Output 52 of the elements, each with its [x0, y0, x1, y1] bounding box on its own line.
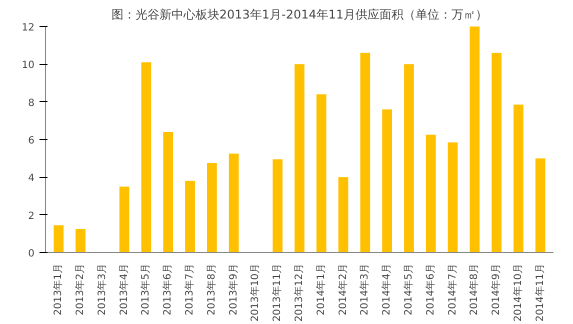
y-tick-label: 2	[28, 210, 35, 222]
bar	[54, 225, 64, 252]
x-tick-label: 2014年7月	[446, 264, 458, 316]
x-tick-label: 2013年10月	[249, 263, 262, 322]
x-tick-label: 2013年1月	[52, 264, 64, 316]
x-tick-label: 2014年11月	[534, 263, 546, 322]
x-tick-label: 2014年3月	[358, 264, 371, 316]
x-tick-label: 2013年6月	[162, 264, 174, 316]
bar	[360, 52, 370, 252]
x-tick-label: 2013年7月	[184, 264, 196, 316]
bar	[470, 26, 480, 252]
bar	[185, 180, 195, 252]
bar	[514, 104, 524, 252]
bar	[316, 94, 326, 252]
bar	[119, 186, 130, 252]
x-tick-label: 2014年5月	[402, 264, 414, 316]
bar	[535, 158, 546, 252]
x-tick-label: 2013年9月	[227, 264, 240, 316]
x-tick-label: 2014年4月	[380, 264, 393, 316]
y-tick-label: 10	[22, 60, 35, 72]
x-tick-label: 2013年3月	[96, 264, 108, 316]
x-tick-label: 2014年1月	[314, 264, 327, 316]
x-tick-label: 2014年9月	[490, 264, 502, 316]
chart-title: 图：光谷新中心板块2013年1月-2014年11月供应面积（单位：万㎡）	[111, 8, 488, 22]
bar	[141, 62, 152, 252]
bar	[272, 159, 283, 252]
y-tick-label: 8	[28, 98, 35, 109]
x-tick-label: 2014年8月	[468, 264, 480, 316]
bar	[382, 109, 392, 252]
bar	[338, 177, 348, 252]
bar	[294, 64, 304, 252]
bar	[448, 142, 458, 252]
x-tick-label: 2014年10月	[512, 263, 524, 322]
x-tick-label: 2014年6月	[424, 264, 436, 316]
bar	[228, 154, 239, 252]
y-tick-label: 12	[22, 22, 35, 34]
bar	[426, 134, 436, 252]
bar	[492, 52, 502, 252]
x-tick-label: 2013年11月	[271, 263, 284, 322]
y-tick-label: 4	[28, 173, 35, 184]
x-tick-label: 2013年8月	[205, 264, 218, 316]
y-tick-label: 6	[28, 136, 35, 146]
x-tick-label: 2013年4月	[118, 264, 130, 316]
x-tick-label: 2013年2月	[74, 264, 86, 316]
x-tick-label: 2013年12月	[293, 263, 305, 322]
bar	[206, 163, 217, 252]
bar	[76, 228, 86, 252]
bar	[404, 64, 414, 252]
y-tick-label: 0	[28, 248, 35, 260]
x-tick-label: 2014年2月	[336, 264, 349, 316]
bar	[163, 132, 174, 252]
x-tick-label: 2013年5月	[140, 264, 152, 316]
